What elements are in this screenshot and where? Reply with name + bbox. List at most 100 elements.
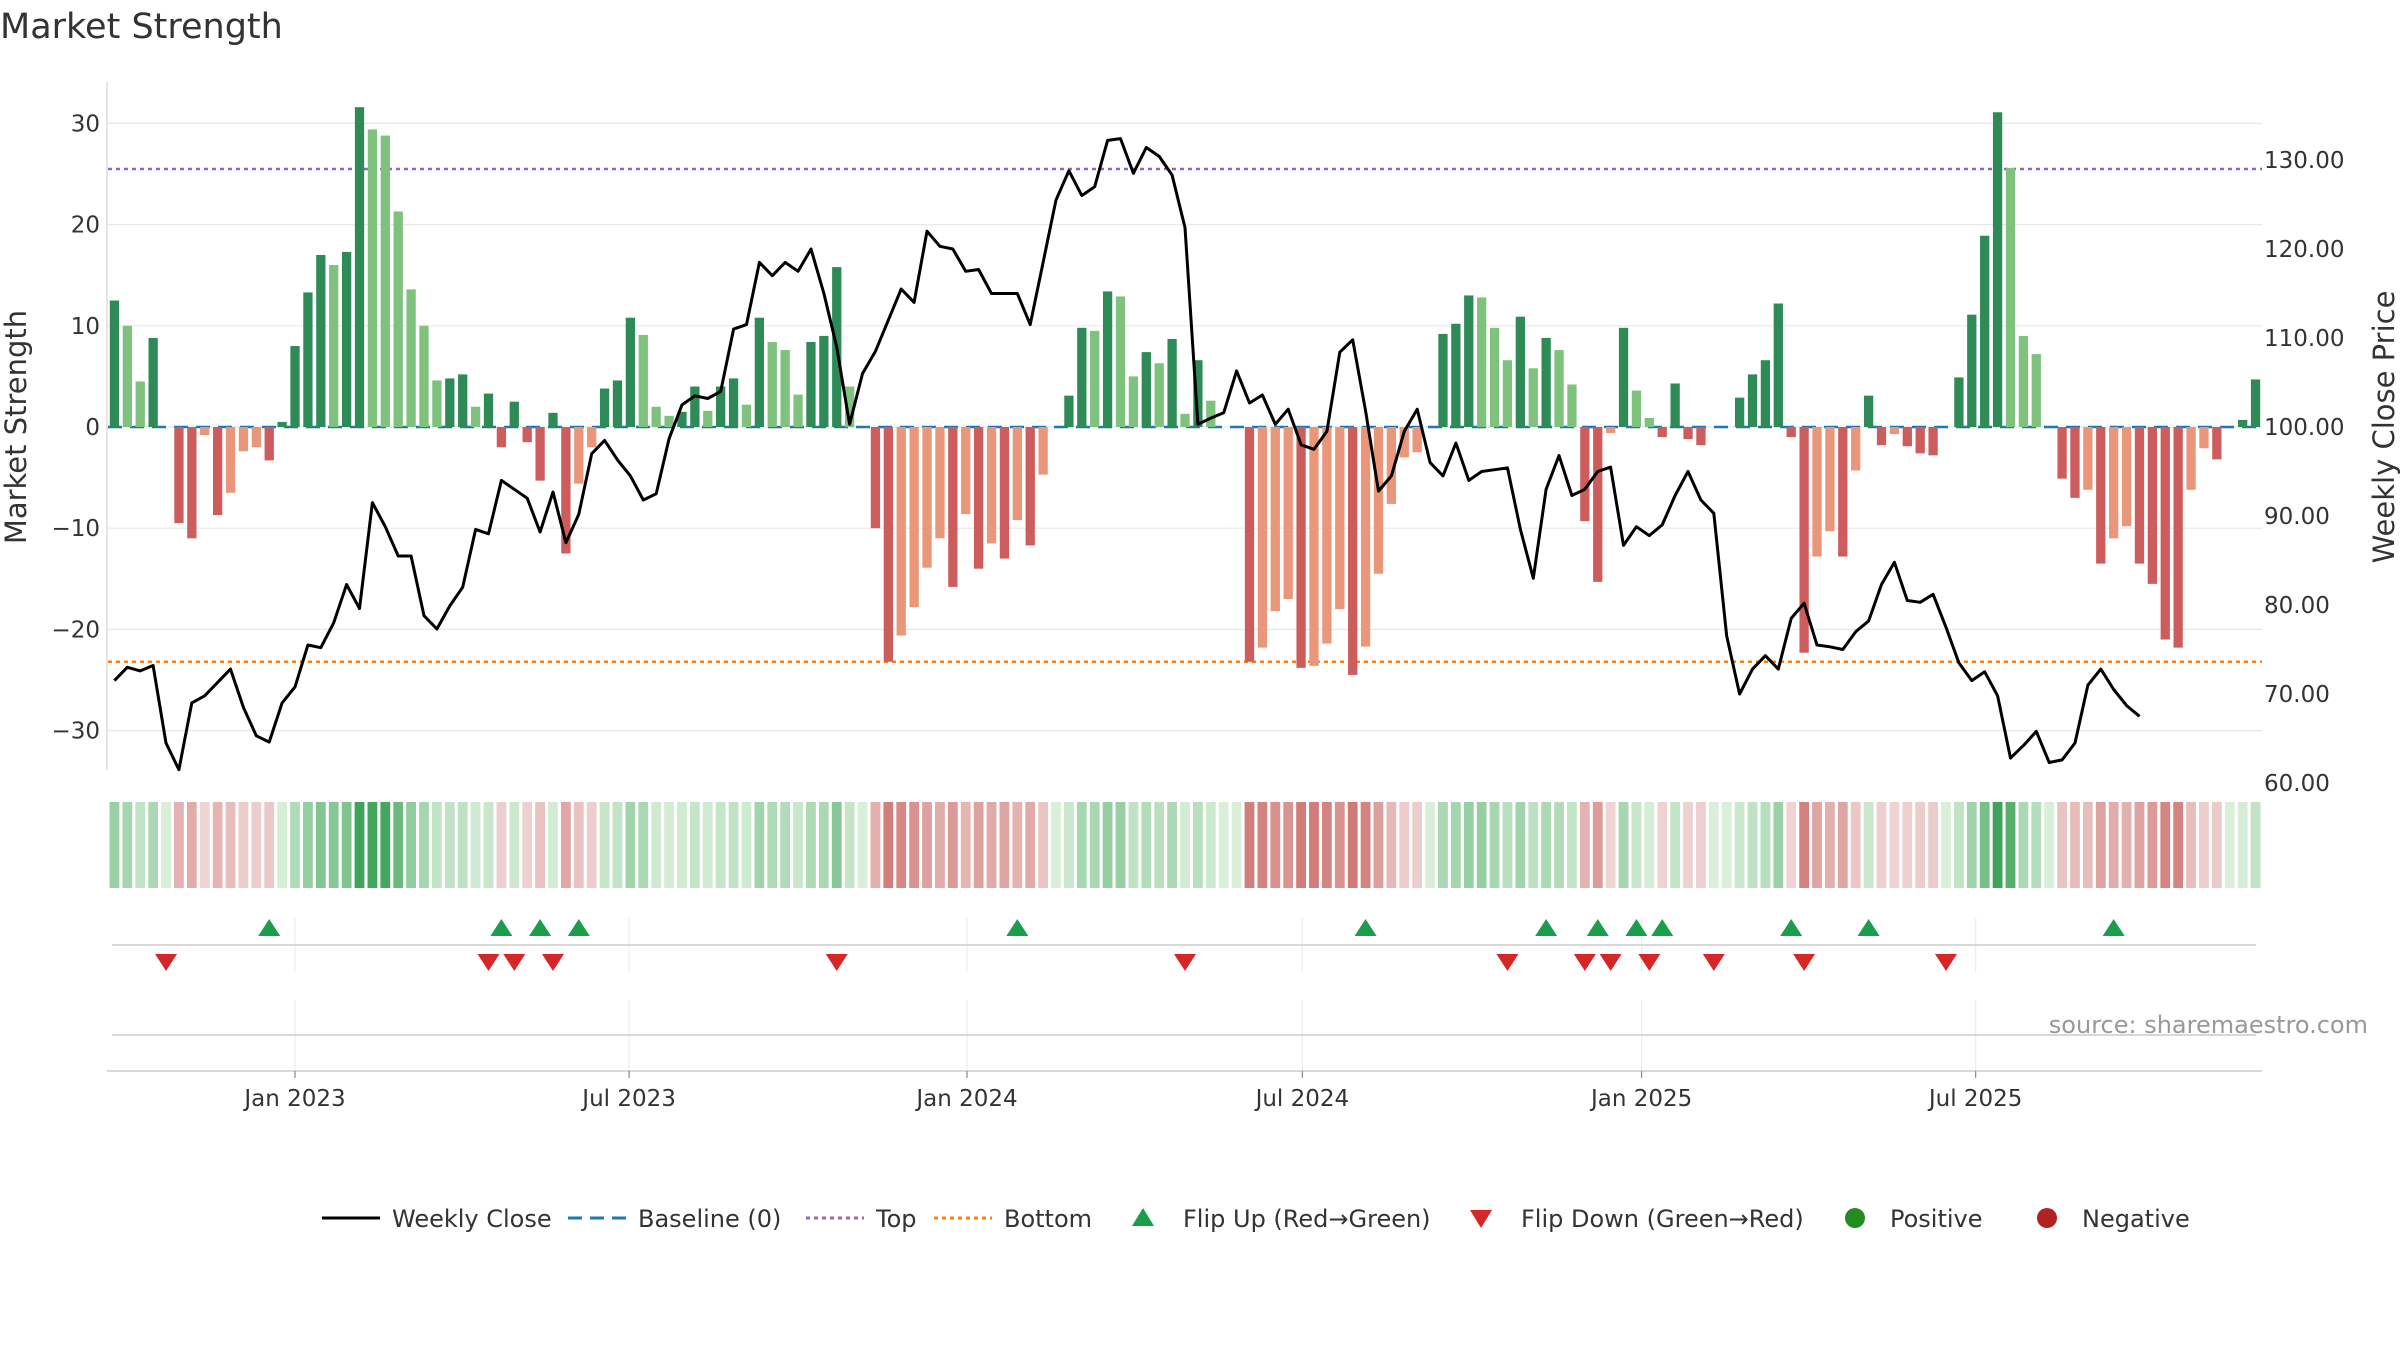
heat-cell <box>857 802 868 888</box>
heat-cell <box>1747 802 1758 888</box>
heat-cell <box>109 802 120 888</box>
heat-cell <box>844 802 855 888</box>
left-tick-label: −30 <box>51 719 100 745</box>
heat-cell <box>1876 802 1887 888</box>
heat-cell <box>1412 802 1423 888</box>
heat-cell <box>2095 802 2106 888</box>
heat-cell <box>1244 802 1255 888</box>
heat-cell <box>367 802 378 888</box>
strength-bar <box>1657 427 1667 438</box>
strength-bar <box>187 427 197 539</box>
legend-dot-icon <box>1845 1208 1865 1228</box>
right-tick-label: 130.00 <box>2264 148 2344 174</box>
strength-bar <box>690 386 700 427</box>
heat-cell <box>1541 802 1552 888</box>
flip-down-marker <box>503 954 526 971</box>
strength-bar <box>1283 427 1293 600</box>
heat-cell <box>1076 802 1087 888</box>
heat-cell <box>1760 802 1771 888</box>
heat-cell <box>1889 802 1900 888</box>
strength-bar <box>961 427 971 515</box>
heat-cell <box>2082 802 2093 888</box>
left-tick-label: 10 <box>71 314 100 340</box>
legend-label: Negative <box>2082 1205 2190 1233</box>
strength-bar <box>780 350 790 427</box>
strength-bar <box>1554 350 1564 427</box>
heat-cell <box>1902 802 1913 888</box>
heat-cell <box>625 802 636 888</box>
heat-cell <box>883 802 894 888</box>
heat-cell <box>1257 802 1268 888</box>
heat-cell <box>2057 802 2067 888</box>
heat-cell <box>1928 802 1938 888</box>
heat-cell <box>1528 802 1539 888</box>
x-tick-label: Jul 2024 <box>1254 1086 1350 1112</box>
heat-cell <box>2121 802 2132 888</box>
strength-bar <box>238 427 249 452</box>
heat-cell <box>1231 802 1242 888</box>
heat-cell <box>1953 802 1964 888</box>
heat-cell <box>999 802 1010 888</box>
strength-bar <box>1851 427 1861 471</box>
heat-cell <box>1657 802 1668 888</box>
strength-bar <box>393 211 403 427</box>
strength-bar <box>548 412 558 427</box>
strength-bar <box>1373 427 1384 574</box>
strength-bar <box>1812 427 1822 557</box>
strength-bar <box>1244 427 1255 662</box>
strength-bar <box>819 335 829 427</box>
left-tick-label: −10 <box>51 516 100 542</box>
strength-bar <box>1438 333 1448 427</box>
heat-cell <box>1631 802 1642 888</box>
heat-cell <box>599 802 610 888</box>
legend-dot-icon <box>2037 1208 2057 1228</box>
left-axis-ticks: 30 20 10 0 −10 −20 −30 <box>51 111 100 744</box>
strength-bar <box>561 427 571 554</box>
flip-down-marker <box>541 954 564 971</box>
flip-up-marker <box>1586 919 1609 936</box>
right-tick-label: 70.00 <box>2264 682 2330 708</box>
strength-bar <box>986 427 997 544</box>
main-panel: 30 20 10 0 −10 −20 −30 130.00 120.00 110.00 100.0… <box>0 82 2400 797</box>
strength-bar <box>1193 360 1203 427</box>
strength-bar <box>1838 427 1848 557</box>
strength-bar <box>1863 395 1874 427</box>
heat-cell <box>1051 802 1061 888</box>
right-tick-label: 120.00 <box>2264 237 2344 263</box>
heat-cell <box>199 802 210 888</box>
strength-bar <box>1012 427 1022 521</box>
strength-bar <box>303 292 313 427</box>
strength-bar <box>1747 374 1758 427</box>
heat-cell <box>380 802 391 888</box>
strength-bar <box>767 341 777 427</box>
heat-cell <box>432 802 442 888</box>
strength-bar <box>1206 400 1216 427</box>
strength-bar <box>458 374 468 427</box>
heat-cell <box>560 802 571 888</box>
strength-bar <box>587 427 597 448</box>
right-tick-label: 100.00 <box>2264 415 2344 441</box>
strength-bar <box>1696 427 1706 446</box>
heat-cell <box>1618 802 1629 888</box>
flip-up-marker <box>1651 919 1674 936</box>
heat-cell <box>806 802 816 888</box>
heat-cell <box>264 802 275 888</box>
flip-up-marker <box>1857 919 1880 936</box>
strength-bar <box>1541 337 1551 427</box>
heat-cell <box>728 802 739 888</box>
heat-cell <box>225 802 236 888</box>
heat-cell <box>1992 802 2003 888</box>
heat-cell <box>896 802 907 888</box>
heat-cell <box>1554 802 1564 888</box>
strength-bar <box>329 265 339 427</box>
heat-cell <box>793 802 803 888</box>
heat-cell <box>947 802 958 888</box>
heat-cell <box>535 802 545 888</box>
strength-bar <box>651 406 661 427</box>
weekly-close-line <box>113 137 2141 772</box>
left-tick-label: 20 <box>71 213 100 239</box>
heat-cell <box>870 802 881 888</box>
strength-bar <box>1064 395 1074 427</box>
weekly-close-series <box>113 137 2141 772</box>
heat-cell <box>1141 802 1152 888</box>
